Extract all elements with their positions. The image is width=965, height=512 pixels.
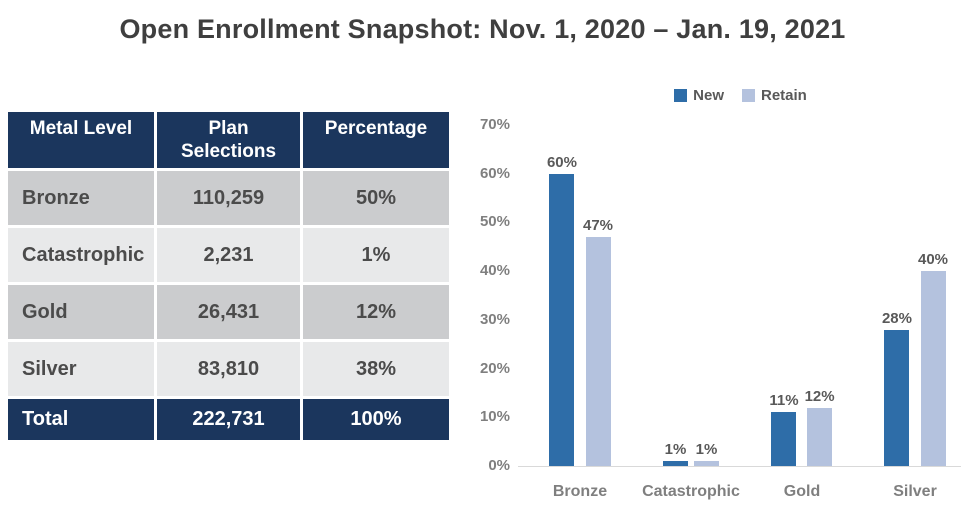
bar [549, 174, 575, 466]
y-axis-tick-label: 10% [479, 408, 510, 426]
bar-retain-gold: 12% [805, 388, 835, 466]
bar-retain-bronze: 47% [583, 217, 613, 466]
chart-legend: New Retain [518, 87, 963, 104]
col-header-plan-selections: Plan Selections [157, 112, 300, 168]
col-header-percentage: Percentage [303, 112, 449, 168]
bar-group-silver: 28% 40% [882, 251, 948, 466]
y-axis-tick-label: 60% [479, 164, 510, 182]
table-total-selections: 222,731 [157, 399, 300, 440]
table-cell-metal-level: Bronze [8, 171, 154, 225]
x-axis-line [518, 466, 961, 467]
bar-value-label: 60% [546, 154, 577, 171]
bar [920, 271, 946, 466]
bar-value-label: 1% [664, 441, 687, 458]
table-total-label: Total [8, 399, 154, 440]
bar-new-catastrophic: 1% [663, 441, 688, 466]
bar [585, 237, 611, 466]
table-cell-percentage: 12% [303, 285, 449, 339]
bar-value-label: 11% [769, 392, 799, 409]
page-title: Open Enrollment Snapshot: Nov. 1, 2020 –… [119, 14, 846, 44]
y-axis-tick-label: 20% [479, 359, 510, 377]
table-cell-percentage: 50% [303, 171, 449, 225]
bar-value-label: 28% [881, 310, 912, 327]
y-axis-tick-label: 40% [479, 262, 510, 280]
y-axis-tick-label: 70% [479, 116, 510, 133]
bar-group-gold: 11% 12% [769, 388, 835, 466]
table-cell-percentage: 38% [303, 342, 449, 396]
legend-item-retain: Retain [742, 87, 807, 104]
table-cell-metal-level: Gold [8, 285, 154, 339]
x-axis-label-bronze: Bronze [552, 483, 608, 500]
table-cell-selections: 26,431 [157, 285, 300, 339]
x-axis-label-gold: Gold [783, 483, 821, 500]
legend-swatch-new-icon [674, 89, 688, 102]
table-total-percentage: 100% [303, 399, 449, 440]
bar [807, 408, 833, 466]
bar-new-gold: 11% [769, 392, 799, 466]
bar-value-label: 40% [918, 251, 949, 268]
bar-retain-catastrophic: 1% [694, 441, 719, 466]
bar-value-label: 47% [583, 217, 614, 234]
bar [663, 461, 688, 466]
table-cell-percentage: 1% [303, 228, 449, 282]
bar-value-label: 1% [695, 441, 718, 458]
x-axis-label-catastrophic: Catastrophic [642, 483, 740, 500]
table-cell-selections: 2,231 [157, 228, 300, 282]
bar-new-silver: 28% [882, 310, 912, 466]
bar [771, 412, 797, 466]
y-axis-tick-label: 0% [488, 457, 510, 474]
bar-group-bronze: 60% 47% [547, 154, 613, 466]
legend-swatch-retain-icon [742, 89, 755, 102]
legend-label-new: New [693, 87, 724, 104]
bar [884, 330, 910, 466]
bar [694, 461, 719, 466]
bar-retain-silver: 40% [918, 251, 948, 466]
x-axis-label-silver: Silver [893, 483, 937, 500]
y-axis-tick-label: 50% [479, 213, 510, 231]
table-cell-metal-level: Catastrophic [8, 228, 154, 282]
bar-value-label: 12% [804, 388, 835, 405]
legend-item-new: New [674, 87, 724, 104]
table-cell-metal-level: Silver [8, 342, 154, 396]
table-cell-selections: 110,259 [157, 171, 300, 225]
plan-selections-table: Metal Level Plan Selections Percentage B… [8, 112, 449, 440]
col-header-metal-level: Metal Level [8, 112, 154, 168]
legend-label-retain: Retain [761, 87, 807, 104]
bar-new-bronze: 60% [547, 154, 577, 466]
bar-group-catastrophic: 1% 1% [662, 441, 720, 466]
enrollment-bar-chart: New Retain 70% 60% 50% 40% 30% 20% 10% 0% 60% 4… [470, 85, 963, 510]
y-axis-tick-label: 30% [479, 310, 510, 328]
table-cell-selections: 83,810 [157, 342, 300, 396]
